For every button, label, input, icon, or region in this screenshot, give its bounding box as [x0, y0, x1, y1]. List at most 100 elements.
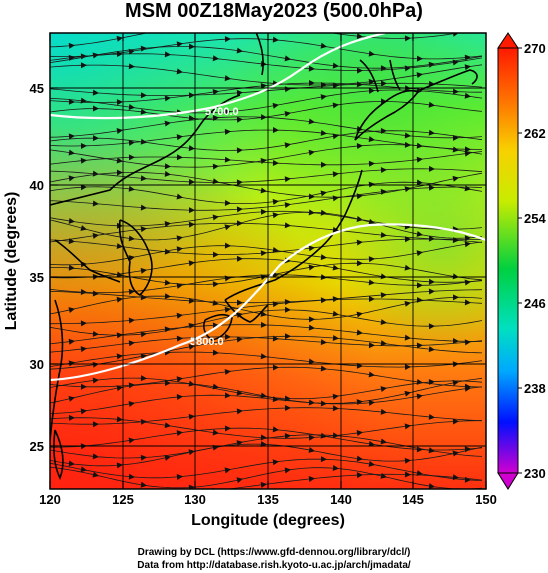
streamline-arrow [224, 128, 231, 135]
streamline-arrow [116, 99, 123, 106]
streamline-arrow [464, 64, 471, 71]
streamline-arrow [308, 447, 315, 453]
streamline-arrow [320, 42, 327, 49]
streamline-arrow [80, 346, 87, 353]
streamline [50, 274, 483, 294]
streamline-arrow [116, 271, 123, 278]
streamline-arrow [404, 300, 411, 307]
streamline-arrow [320, 432, 327, 439]
streamline-arrow [164, 454, 171, 461]
streamline-arrow [165, 492, 171, 498]
streamline-arrow [213, 20, 219, 26]
streamline-arrow [428, 288, 435, 295]
streamline-arrow [140, 375, 147, 382]
streamline-arrow [356, 216, 363, 222]
streamline-arrow [368, 460, 375, 467]
streamline-arrow [272, 36, 279, 43]
streamline-arrow [272, 102, 279, 109]
streamline-arrow [80, 320, 87, 327]
streamline-arrow [452, 33, 459, 37]
streamline-arrow [68, 395, 75, 402]
streamline-arrow [368, 399, 375, 406]
colorbar: 270 262 254 246 238 230 [497, 32, 546, 490]
streamline-arrow [128, 104, 135, 110]
streamline-arrow [176, 282, 183, 289]
streamline-arrow [464, 150, 471, 157]
x-tick-label: 130 [184, 492, 206, 507]
streamline-arrow [140, 204, 147, 211]
streamline-arrow [224, 368, 231, 375]
streamline-arrow [284, 202, 291, 209]
streamline [50, 407, 483, 425]
streamline-arrow [188, 145, 195, 152]
streamline-arrow [236, 147, 243, 154]
streamline-arrow [356, 430, 363, 436]
streamline-arrow [368, 371, 375, 378]
streamline-arrow [80, 466, 87, 473]
streamline [50, 64, 483, 86]
streamline-arrow [272, 127, 279, 134]
streamline-arrow [368, 87, 375, 94]
streamline-arrow [260, 250, 267, 257]
streamline-arrow [368, 295, 375, 302]
streamline [50, 434, 483, 459]
streamline-arrow [236, 47, 243, 54]
streamline-arrow [92, 361, 99, 368]
streamline-arrow [224, 224, 231, 231]
streamline-arrow [272, 459, 279, 466]
streamline-arrow [368, 136, 375, 143]
streamline-arrow [428, 447, 435, 454]
streamline [50, 168, 483, 183]
streamline-arrow [236, 312, 243, 318]
streamline-arrow [404, 65, 411, 72]
streamline-arrow [80, 383, 87, 390]
streamline [50, 298, 483, 325]
streamline-arrow [428, 323, 435, 330]
streamline-arrow [272, 247, 279, 253]
streamline-arrow [176, 430, 183, 437]
streamline-arrow [212, 114, 219, 121]
streamline-arrow [272, 212, 279, 219]
streamline-arrow [332, 133, 339, 140]
streamline-arrow [320, 94, 327, 101]
streamline-arrow [92, 290, 99, 297]
streamline-arrow [140, 175, 147, 182]
streamline-arrow [464, 339, 471, 346]
streamline-arrow [128, 235, 135, 242]
streamline-arrow [404, 423, 411, 430]
streamline-arrow [464, 385, 471, 392]
streamline-arrow [464, 299, 471, 306]
streamline-arrow [68, 360, 75, 367]
height-contours [50, 33, 486, 382]
streamline-arrow [128, 437, 135, 444]
streamline [50, 130, 483, 151]
streamline-arrow [140, 353, 147, 360]
streamline-arrow [320, 254, 327, 261]
streamline-arrow [176, 134, 183, 141]
streamline-arrow [68, 175, 75, 182]
streamline-arrow [128, 317, 135, 324]
streamline-arrow [164, 95, 171, 102]
streamline-arrow [284, 433, 291, 440]
streamline-arrow [140, 331, 147, 338]
streamline-arrow [212, 178, 219, 185]
streamline [50, 181, 483, 204]
streamline-arrow [80, 97, 87, 104]
streamline-arrow [236, 408, 243, 415]
x-axis-label: Longitude (degrees) [191, 512, 345, 529]
streamline-arrow [212, 89, 219, 95]
streamline-arrow [140, 92, 147, 99]
streamline-arrow [224, 467, 231, 474]
streamline-arrow [188, 207, 195, 214]
streamline-arrow [140, 108, 147, 115]
streamline-arrow [176, 246, 183, 253]
x-tick-label: 145 [402, 492, 424, 507]
streamline-arrow [224, 333, 231, 340]
streamline-arrow [128, 473, 135, 480]
streamline [50, 211, 483, 241]
streamline-arrow [92, 89, 99, 96]
streamline-arrow [332, 393, 339, 400]
streamline-arrow [236, 179, 243, 186]
streamline-arrow [176, 41, 183, 48]
